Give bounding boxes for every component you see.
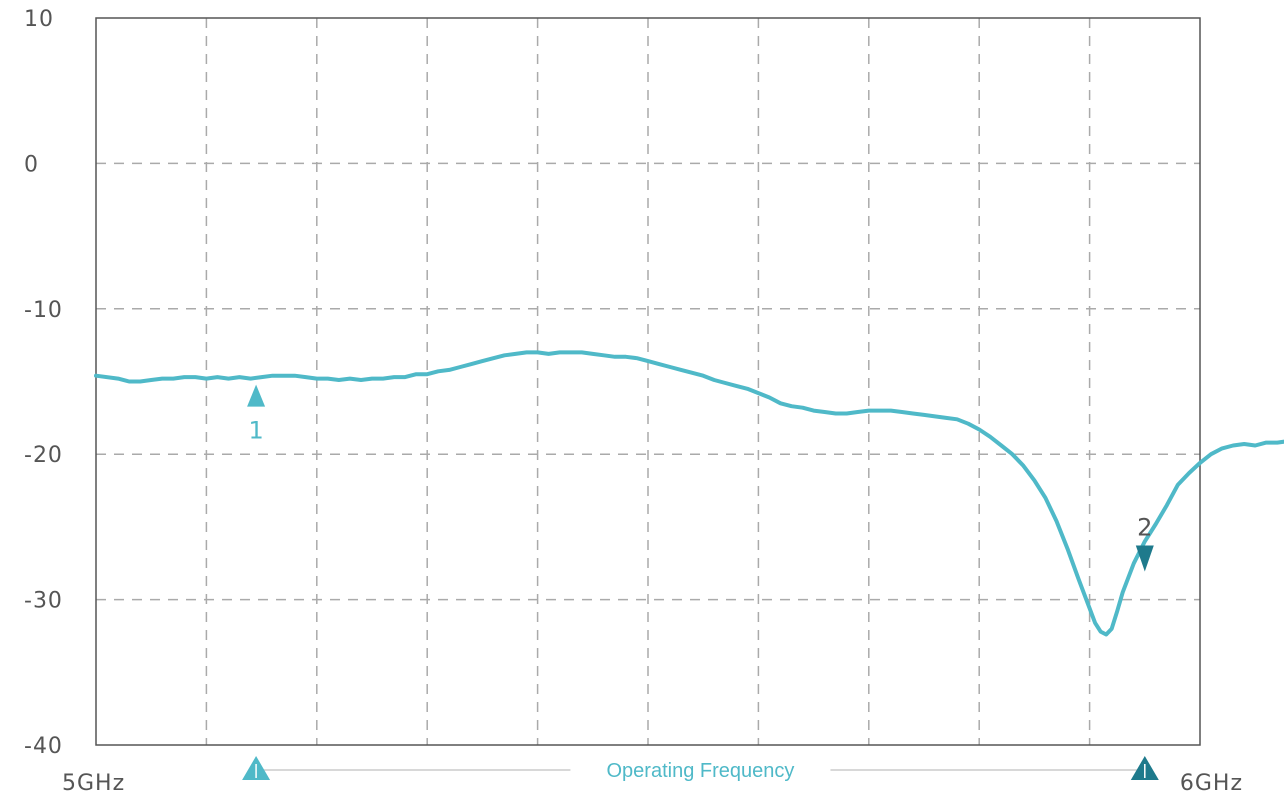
- x-tick-label: 5GHz: [62, 771, 125, 796]
- y-axis-ticks: 10 0 -10 -20 -30 -40: [24, 7, 63, 759]
- operating-range-label-bg: [570, 756, 831, 784]
- markers: 12: [247, 384, 1154, 572]
- operating-frequency-range: Operating Frequency: [242, 756, 1159, 784]
- grid-lines: [96, 18, 1200, 745]
- x-axis-ticks: 5GHz 6GHz: [62, 771, 1243, 796]
- y-tick-label: 10: [24, 7, 54, 32]
- x-tick-label: 6GHz: [1180, 771, 1243, 796]
- marker-2-triangle: [1135, 545, 1154, 572]
- plot-frame: [95, 17, 1201, 746]
- marker-1-label: 1: [248, 417, 263, 445]
- y-tick-label: -10: [24, 298, 63, 323]
- marker-2-label: 2: [1137, 513, 1152, 541]
- marker-1-triangle: [247, 384, 266, 407]
- y-tick-label: -20: [24, 443, 63, 468]
- y-tick-label: -30: [24, 589, 63, 614]
- y-tick-label: -40: [24, 734, 63, 759]
- y-tick-label: 0: [24, 152, 39, 177]
- operating-range-label: Operating Frequency: [606, 760, 794, 782]
- return-loss-series-line: [94, 350, 1284, 637]
